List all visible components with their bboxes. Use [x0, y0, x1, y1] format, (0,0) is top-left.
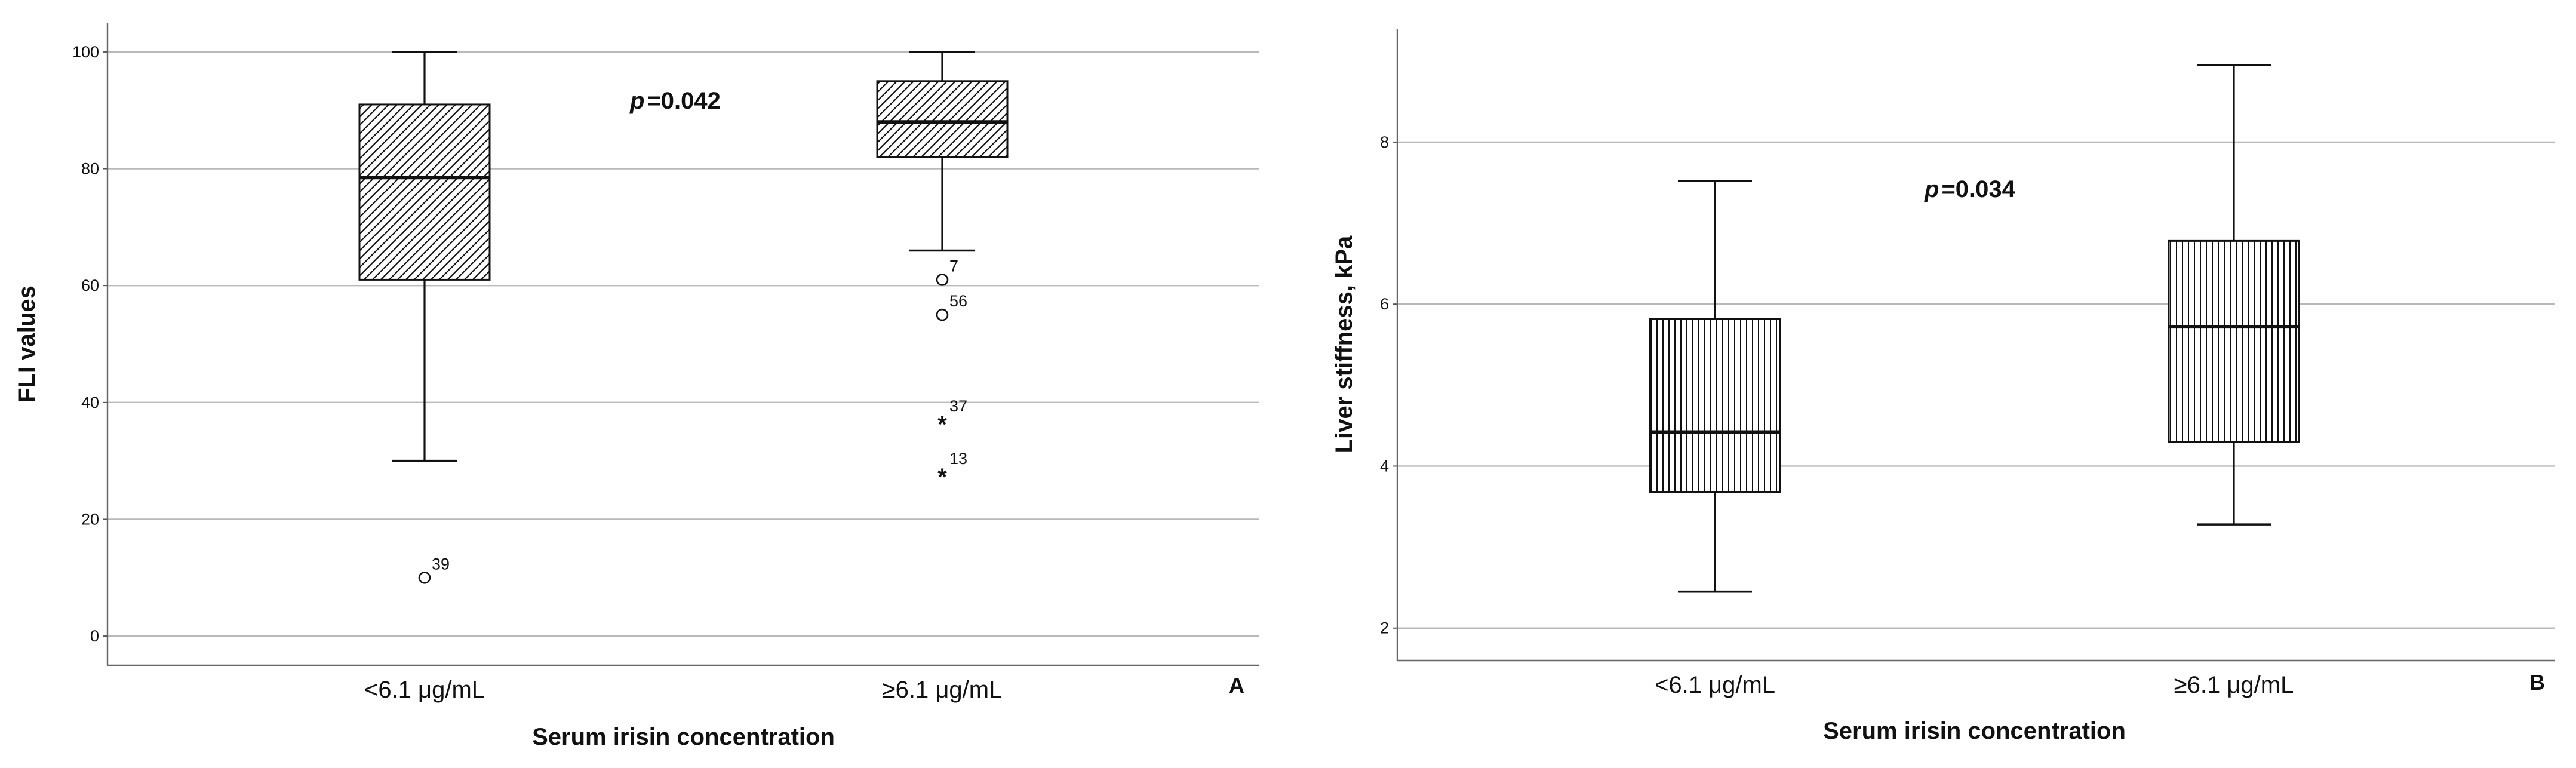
- y-tick-label: 6: [1380, 295, 1389, 313]
- y-tick-label: 100: [72, 43, 99, 61]
- outlier-star: *: [937, 411, 947, 438]
- x-axis-title: Serum irisin concentration: [532, 724, 835, 750]
- outlier-label: 39: [432, 555, 450, 573]
- y-tick-label: 2: [1380, 619, 1389, 637]
- box-1: [358, 51, 491, 462]
- y-tick-label: 4: [1380, 457, 1389, 475]
- y-tick-label: 8: [1380, 133, 1389, 151]
- x-category-label: ≥6.1 μg/mL: [2174, 672, 2294, 698]
- p-value-annotation: p =0.042: [629, 88, 721, 114]
- chart-panel-B: 2 4 6 8 <6.1 μg/mL ≥6.1 μg/mL Liver stiffness,…: [1331, 29, 2555, 744]
- outlier-circle: [936, 308, 949, 321]
- y-tick-label: 60: [81, 277, 99, 294]
- outlier-label: 13: [949, 450, 967, 468]
- x-category-label: <6.1 μg/mL: [1655, 672, 1775, 698]
- p-value-annotation: p =0.034: [1924, 176, 2016, 202]
- outlier-label: 7: [949, 257, 958, 275]
- p-value: =0.034: [1941, 176, 2015, 202]
- y-axis-title: Liver stiffness, kPa: [1331, 235, 1357, 453]
- iqr-box: [358, 103, 491, 281]
- panel-letter: A: [1229, 673, 1244, 698]
- y-tick-label: 20: [81, 510, 99, 528]
- outlier-circle: [936, 274, 949, 286]
- y-axis-title: FLI values: [14, 285, 40, 403]
- box-2: [876, 51, 1009, 252]
- outlier-label: 56: [949, 292, 967, 310]
- outlier-star: *: [937, 464, 947, 490]
- y-tick-label: 0: [90, 627, 99, 645]
- iqr-box: [1649, 318, 1781, 493]
- p-symbol: p: [1924, 176, 1939, 202]
- p-symbol: p: [629, 88, 644, 114]
- iqr-box: [2168, 239, 2300, 443]
- panel-letter: B: [2529, 670, 2545, 695]
- x-category-label: ≥6.1 μg/mL: [883, 677, 1003, 703]
- x-category-label: <6.1 μg/mL: [364, 677, 485, 703]
- outlier-circle: [418, 571, 431, 584]
- box-1: [1649, 180, 1781, 593]
- iqr-box: [876, 80, 1009, 158]
- outlier-label: 37: [949, 397, 967, 415]
- y-tick-label: 80: [81, 160, 99, 178]
- box-2: [2168, 64, 2300, 526]
- p-value: =0.042: [647, 88, 720, 114]
- y-tick-label: 40: [81, 394, 99, 411]
- x-axis-title: Serum irisin concentration: [1823, 718, 2126, 744]
